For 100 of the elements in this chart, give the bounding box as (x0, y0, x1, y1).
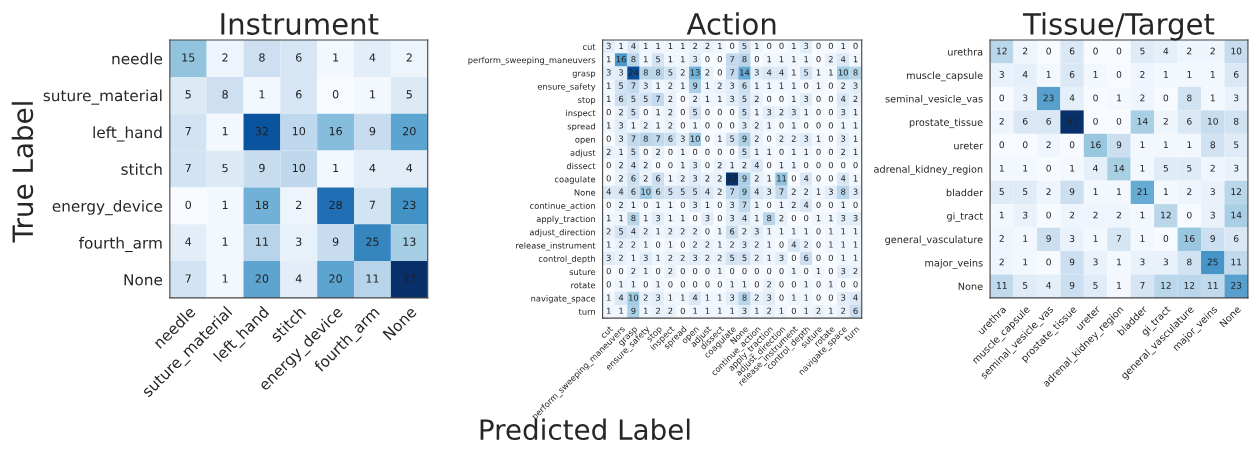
data-label: 6 (1046, 117, 1051, 125)
data-label: 2 (754, 95, 759, 102)
data-label: 4 (754, 162, 760, 169)
data-label: 3 (619, 69, 624, 76)
data-label: 3 (730, 214, 735, 222)
data-label: 3 (619, 122, 624, 129)
data-label: 2 (717, 254, 722, 261)
data-label: 3 (643, 82, 648, 89)
data-label: 0 (791, 214, 796, 222)
data-label: 3 (730, 95, 735, 103)
data-label: 0 (828, 294, 833, 301)
data-label: 0 (804, 82, 809, 89)
data-label: 1 (370, 90, 375, 99)
data-label: 1 (1210, 94, 1215, 102)
data-label: 3 (779, 254, 784, 261)
data-label: 1 (705, 201, 710, 208)
data-label: 8 (631, 56, 636, 63)
data-label: 2 (668, 267, 673, 275)
data-label: 3 (680, 135, 685, 142)
data-label: 1 (1164, 71, 1168, 78)
data-label: 0 (816, 109, 821, 116)
data-label: 0 (705, 267, 710, 275)
data-label: 3 (767, 188, 772, 195)
data-label: 0 (705, 148, 710, 156)
data-label: 0 (643, 281, 648, 288)
y-tick-label: prostate_tissue (909, 118, 983, 129)
data-label: 1 (668, 201, 673, 208)
data-label: 2 (693, 228, 697, 235)
data-label: 2 (643, 175, 648, 182)
data-label: 3 (742, 122, 747, 129)
y-tick-label: urethra (948, 48, 983, 56)
data-label: 5 (1093, 282, 1098, 289)
data-label: 6 (1187, 117, 1192, 125)
data-label: 5 (693, 109, 698, 116)
data-label: 1 (681, 82, 685, 89)
data-label: 5 (742, 95, 747, 103)
data-label: 4 (606, 188, 611, 195)
data-label: 2 (619, 161, 623, 169)
data-label: 1 (718, 95, 722, 102)
data-label: 0 (705, 135, 710, 142)
data-label: 1 (767, 82, 772, 89)
data-label: 9 (693, 82, 698, 89)
data-label: 4 (840, 175, 846, 182)
data-label: 1 (804, 281, 809, 288)
data-label: 7 (1116, 235, 1122, 242)
data-label: 8 (841, 188, 846, 195)
data-label: 3 (1234, 164, 1239, 172)
data-label: 4 (295, 274, 302, 283)
data-label: 0 (680, 122, 685, 129)
data-label: 8 (853, 69, 858, 76)
data-label: 2 (656, 307, 660, 314)
data-label: 3 (1163, 258, 1169, 266)
data-label: 4 (185, 237, 192, 246)
data-label: 7 (631, 135, 636, 142)
data-label: 2 (1210, 47, 1215, 55)
data-label: 2 (1116, 211, 1121, 219)
y-tick-label: None (574, 189, 596, 196)
data-label: 1 (1093, 188, 1098, 195)
data-label: 0 (332, 90, 339, 99)
data-label: 0 (779, 281, 784, 288)
data-label: 8 (1210, 141, 1216, 149)
data-label: 4 (406, 163, 413, 173)
data-label: 2 (296, 200, 302, 209)
data-label: 1 (816, 69, 821, 76)
y-tick-label: ureter (954, 142, 984, 150)
data-label: 0 (717, 281, 722, 288)
data-label: 9 (1210, 235, 1216, 242)
data-label: 4 (791, 241, 797, 248)
chart-title: Tissue/Target (1022, 12, 1215, 41)
data-label: 9 (1069, 281, 1075, 289)
data-label: 23 (1231, 281, 1242, 289)
data-label: 1 (841, 241, 846, 248)
data-label: 4 (631, 42, 636, 49)
data-label: 2 (693, 42, 697, 49)
data-label: 2 (643, 161, 648, 169)
data-label: 0 (816, 175, 821, 182)
data-label: 2 (717, 161, 722, 169)
data-label: 0 (816, 95, 821, 103)
data-label: 4 (1022, 71, 1028, 78)
data-label: 3 (693, 254, 698, 261)
data-label: 1 (755, 82, 759, 89)
data-label: 1 (668, 294, 673, 301)
data-label: 1 (607, 122, 611, 129)
data-label: 3 (1023, 211, 1028, 219)
data-label: 14 (1231, 211, 1242, 219)
data-label: 2 (631, 267, 636, 275)
data-label: 3 (730, 294, 735, 301)
data-label: 0 (717, 122, 722, 129)
data-label: 3 (999, 71, 1004, 78)
data-label: 13 (403, 237, 416, 246)
data-label: 2 (631, 241, 636, 248)
data-label: 4 (692, 294, 698, 301)
data-label: 1 (718, 241, 722, 248)
data-label: 1 (681, 215, 685, 222)
data-label: 12 (997, 47, 1007, 55)
data-label: 5 (1234, 141, 1239, 149)
data-label: 1 (222, 127, 228, 136)
data-label: 16 (1184, 235, 1195, 242)
data-label: 3 (853, 188, 858, 195)
data-label: 0 (717, 148, 722, 156)
